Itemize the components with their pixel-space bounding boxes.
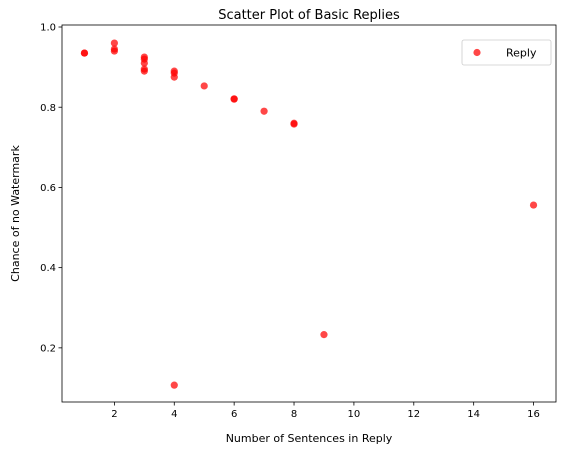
y-tick-label: 0.2: [40, 343, 56, 354]
data-point: [110, 39, 118, 47]
x-tick-label: 8: [291, 409, 297, 420]
x-tick-label: 10: [348, 409, 361, 420]
data-point: [230, 95, 238, 103]
x-axis-ticks: 2 4 6 8 10 12 14 16: [111, 402, 540, 420]
data-point: [290, 120, 298, 128]
y-axis-ticks: 0.2 0.4 0.6 0.8 1.0: [40, 23, 62, 354]
points-layer: [80, 39, 538, 389]
y-tick-label: 1.0: [40, 23, 56, 34]
data-point: [170, 73, 178, 81]
x-tick-label: 6: [231, 409, 237, 420]
x-tick-label: 14: [467, 409, 480, 420]
x-tick-label: 2: [111, 409, 117, 420]
data-point: [200, 82, 208, 90]
x-axis-label: Number of Sentences in Reply: [226, 432, 393, 445]
legend-box: [461, 39, 552, 66]
data-point: [320, 331, 328, 339]
data-point: [529, 201, 538, 209]
x-tick-label: 4: [171, 409, 177, 420]
data-point: [140, 59, 148, 67]
y-tick-label: 0.6: [40, 183, 56, 194]
y-axis-label: Chance of no Watermark: [9, 145, 22, 282]
plot-frame: [61, 24, 557, 403]
data-point: [260, 107, 268, 115]
x-tick-label: 16: [527, 409, 540, 420]
legend-marker: [473, 48, 481, 57]
chart-title: Scatter Plot of Basic Replies: [218, 8, 400, 23]
data-point: [80, 49, 89, 57]
data-point: [170, 381, 178, 389]
data-point: [110, 47, 118, 55]
legend: Reply: [461, 39, 552, 66]
data-point: [140, 67, 148, 75]
y-tick-label: 0.8: [40, 103, 56, 114]
legend-label-reply: Reply: [506, 47, 537, 60]
y-tick-label: 0.4: [40, 263, 56, 274]
x-tick-label: 12: [407, 409, 420, 420]
